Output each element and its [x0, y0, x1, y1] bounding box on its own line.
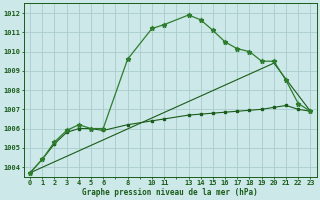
X-axis label: Graphe pression niveau de la mer (hPa): Graphe pression niveau de la mer (hPa)	[82, 188, 258, 197]
